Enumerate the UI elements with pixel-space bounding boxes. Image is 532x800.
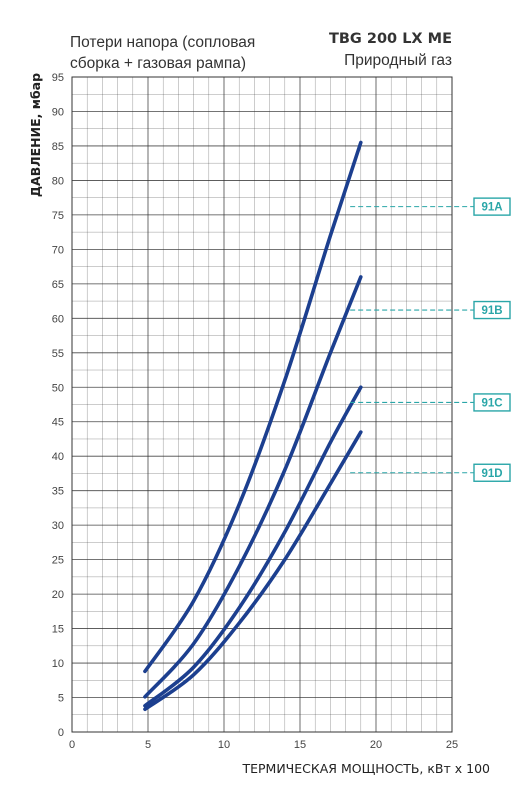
y-tick-label: 95 xyxy=(52,72,64,84)
y-tick-label: 30 xyxy=(52,520,64,532)
x-tick-label: 15 xyxy=(294,739,306,751)
callout-badge-91c xyxy=(473,393,511,412)
model-name: TBG 200 LX ME xyxy=(329,31,452,47)
y-tick-label: 0 xyxy=(58,727,64,739)
y-tick-label: 90 xyxy=(52,106,64,118)
chart-series xyxy=(143,140,363,712)
series-callouts: 91A 91B 91C 91D xyxy=(350,197,511,482)
series-line-91b xyxy=(143,275,363,699)
y-tick-label: 25 xyxy=(52,555,64,567)
y-tick-label: 15 xyxy=(52,624,64,636)
axis-ticks: 0 5 10 15 20 25 30 35 40 45 50 55 60 65 70 75 80 85 90 95 0 5… xyxy=(52,72,458,751)
chart-subtitle-line-1: Потери напора (сопловая xyxy=(70,34,255,51)
callout-label-91d: 91D xyxy=(481,468,502,480)
y-tick-label: 55 xyxy=(52,348,64,360)
callout-badge-91b xyxy=(473,300,511,320)
series-line-91a xyxy=(143,140,363,674)
y-tick-label: 85 xyxy=(52,141,64,153)
y-tick-label: 60 xyxy=(52,313,64,325)
callout-badge-91a xyxy=(473,197,511,216)
x-tick-label: 5 xyxy=(145,739,151,751)
y-tick-label: 35 xyxy=(52,486,64,498)
x-tick-label: 0 xyxy=(69,739,75,751)
callout-label-91a: 91A xyxy=(481,202,502,214)
y-tick-label: 5 xyxy=(58,693,64,705)
x-tick-label: 10 xyxy=(218,739,230,751)
y-tick-label: 45 xyxy=(52,417,64,429)
series-line-91c xyxy=(143,385,363,708)
y-tick-label: 10 xyxy=(52,658,64,670)
plot-frame xyxy=(71,76,453,733)
y-tick-label: 65 xyxy=(52,279,64,291)
callout-label-91c: 91C xyxy=(481,397,502,409)
y-tick-label: 40 xyxy=(52,451,64,463)
x-tick-label: 20 xyxy=(370,739,382,751)
y-tick-label: 70 xyxy=(52,244,64,256)
y-tick-label: 50 xyxy=(52,382,64,394)
chart-grid xyxy=(71,76,453,733)
callout-label-91b: 91B xyxy=(481,305,502,317)
x-tick-label: 25 xyxy=(446,739,458,751)
callout-badge-91d xyxy=(473,463,511,482)
series-line-91d xyxy=(143,430,363,712)
chart-subtitle-line-2: сборка + газовая рампа) xyxy=(70,55,246,72)
fuel-type: Природный газ xyxy=(344,52,452,69)
y-tick-label: 20 xyxy=(52,589,64,601)
y-axis-label: ДАВЛЕНИЕ, мбар xyxy=(28,73,43,197)
y-tick-label: 75 xyxy=(52,210,64,222)
x-axis-label: ТЕРМИЧЕСКАЯ МОЩНОСТЬ, кВт х 100 xyxy=(241,761,490,776)
y-tick-label: 80 xyxy=(52,175,64,187)
